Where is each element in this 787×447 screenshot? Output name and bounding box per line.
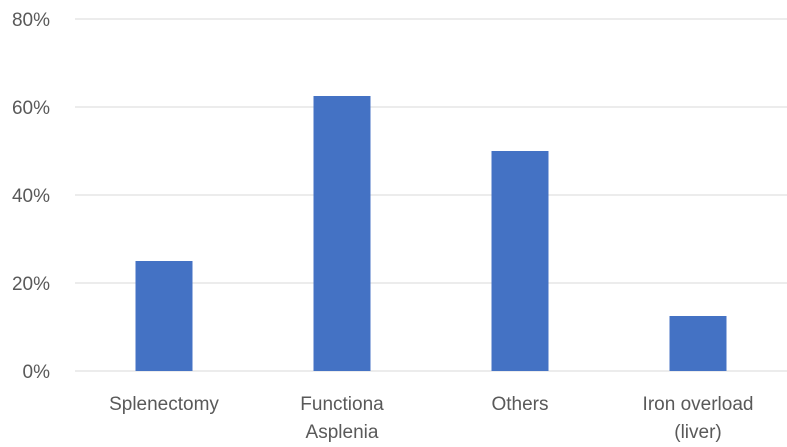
x-tick-label-line: Functiona xyxy=(300,394,384,415)
x-tick-label-line: Others xyxy=(491,394,548,415)
bars xyxy=(135,96,727,371)
y-tick-label: 40% xyxy=(12,186,50,207)
x-tick-label-line: Splenectomy xyxy=(109,394,219,415)
bar xyxy=(491,151,549,371)
gridlines xyxy=(75,18,787,372)
x-tick-label: Functiona Asplenia xyxy=(300,394,384,443)
y-tick-label: 60% xyxy=(12,98,50,119)
x-tick-label: Splenectomy xyxy=(109,394,219,415)
y-axis-ticks: 0% 20% 40% 60% 80% xyxy=(12,10,50,383)
x-tick-label-line: (liver) xyxy=(674,422,722,443)
x-axis-labels: Splenectomy Functiona Asplenia Others Iron o… xyxy=(109,394,753,443)
x-tick-label: Iron overload (liver) xyxy=(643,394,754,443)
bar xyxy=(313,96,371,371)
bar xyxy=(135,261,193,371)
y-tick-label: 20% xyxy=(12,274,50,295)
x-tick-label-line: Asplenia xyxy=(306,422,379,443)
y-tick-label: 0% xyxy=(23,362,51,383)
bar xyxy=(669,316,727,371)
x-tick-label-line: Iron overload xyxy=(643,394,754,415)
y-tick-label: 80% xyxy=(12,10,50,31)
x-tick-label: Others xyxy=(491,394,548,415)
